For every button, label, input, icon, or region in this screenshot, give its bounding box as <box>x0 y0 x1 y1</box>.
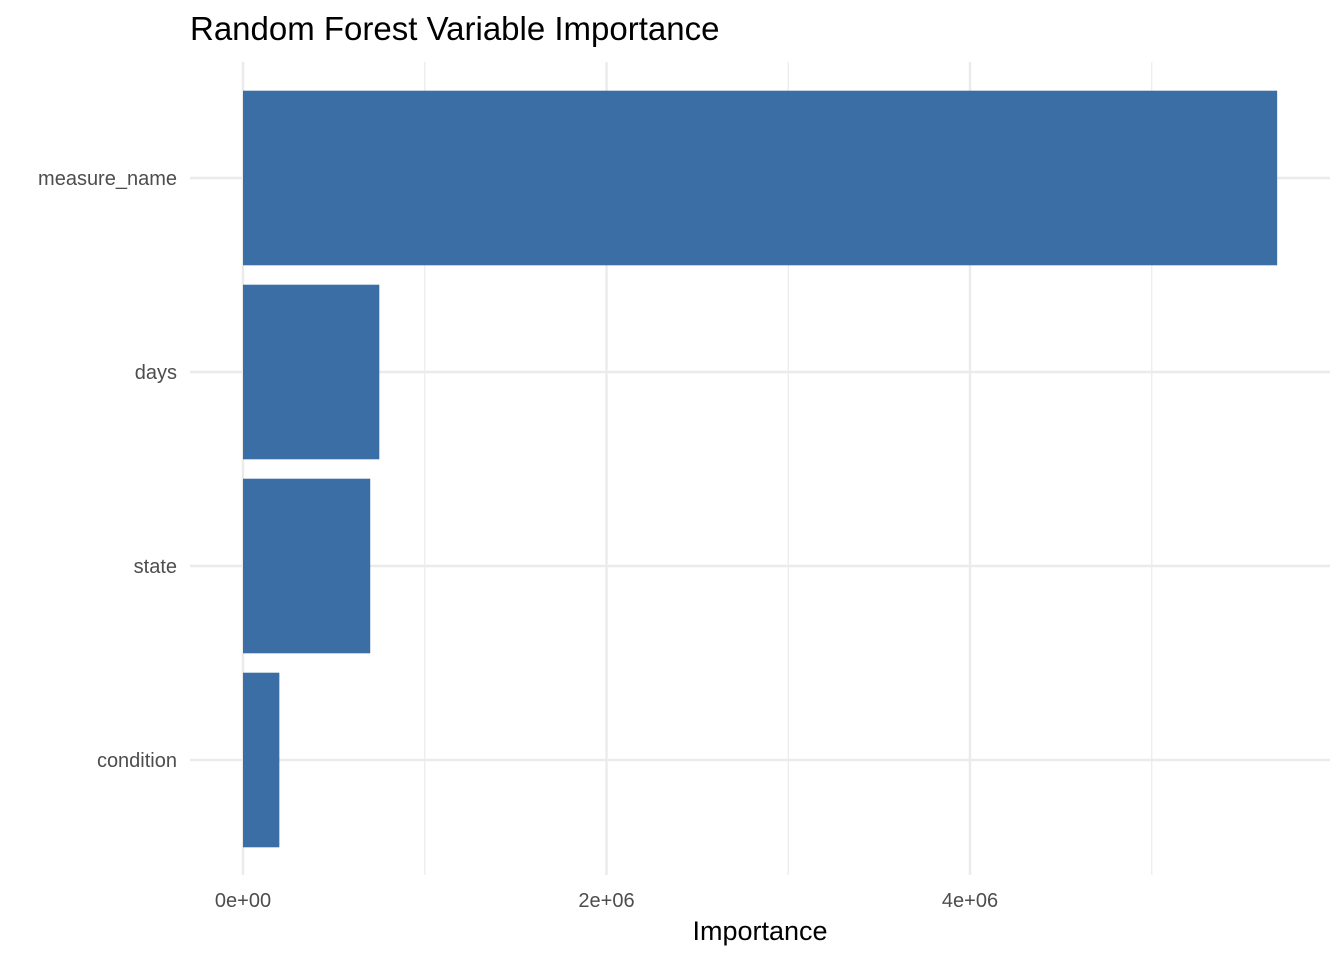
x-tick-label: 4e+06 <box>942 890 998 912</box>
y-tick-label: condition <box>97 750 177 772</box>
x-tick-label: 2e+06 <box>578 890 634 912</box>
bar-condition <box>243 672 280 848</box>
y-tick-label: measure_name <box>38 168 177 190</box>
bar-measure-name <box>243 90 1278 266</box>
chart-title: Random Forest Variable Importance <box>190 10 719 47</box>
x-axis-title: Importance <box>692 916 827 946</box>
x-tick-label: 0e+00 <box>215 890 271 912</box>
bar-days <box>243 284 380 460</box>
y-tick-label: days <box>135 362 177 384</box>
x-axis-tick-labels: 0e+00 2e+06 4e+06 <box>215 890 998 912</box>
y-tick-label: state <box>134 556 177 578</box>
bars <box>243 90 1278 848</box>
bar-state <box>243 478 371 654</box>
